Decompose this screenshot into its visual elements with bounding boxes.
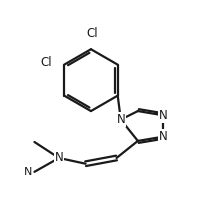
Text: N: N — [159, 109, 168, 122]
Text: N: N — [159, 130, 168, 143]
Text: Cl: Cl — [40, 56, 52, 69]
Text: N: N — [24, 167, 32, 177]
Text: N: N — [55, 152, 63, 165]
Text: N: N — [116, 113, 125, 126]
Text: Cl: Cl — [86, 27, 98, 40]
